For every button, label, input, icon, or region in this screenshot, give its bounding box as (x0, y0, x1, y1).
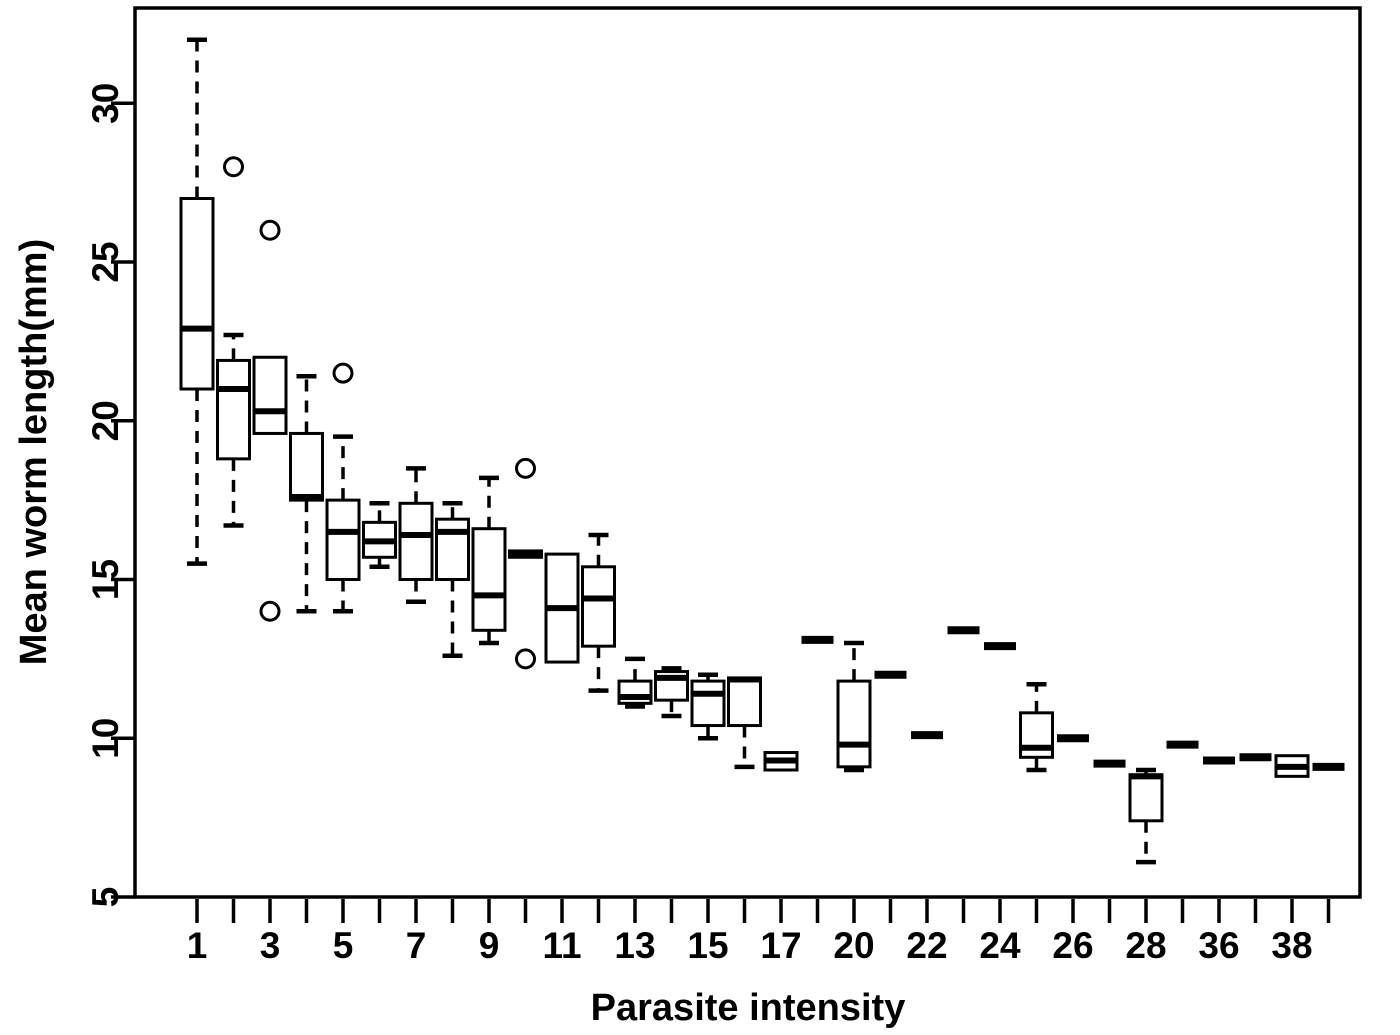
y-axis-tick-label: 30 (85, 83, 126, 124)
box-group-15-box (690, 679, 726, 728)
box-group-3-outlier (259, 600, 281, 622)
box-group-13-box (617, 679, 653, 705)
box-group-19-box (836, 679, 872, 769)
box-group-10-outlier (515, 648, 536, 670)
x-axis-tick-label: 26 (1052, 925, 1093, 966)
box-group-7-box (398, 501, 434, 581)
box-group-9-box (471, 527, 507, 632)
box-group-27-box (1128, 773, 1164, 823)
box-group-3-outlier (259, 219, 281, 241)
box-group-5-outlier (332, 362, 354, 384)
x-axis-tick-label: 17 (760, 925, 801, 966)
x-axis-tick-label: 5 (333, 925, 354, 966)
box-group-2-outlier (223, 156, 244, 178)
x-axis-tick-label: 38 (1271, 925, 1312, 966)
x-axis-tick-label: 20 (833, 925, 874, 966)
box-group-4-box (289, 431, 324, 502)
x-axis-tick-label: 3 (260, 925, 281, 966)
x-axis-title: Parasite intensity (591, 987, 906, 1029)
box-group-10-outlier (515, 457, 536, 479)
y-axis-tick-label: 25 (85, 241, 126, 282)
box-group-16-box (727, 676, 762, 728)
y-axis-tick-label: 10 (85, 718, 126, 759)
plot-frame (133, 6, 1362, 899)
box-group-2-box (216, 358, 251, 461)
y-axis-tick-label: 5 (85, 887, 126, 908)
x-axis-tick-label: 28 (1125, 925, 1166, 966)
y-axis-tick-label: 15 (85, 559, 126, 600)
y-axis-title: Mean worm length(mm) (13, 239, 55, 665)
x-axis-tick-label: 15 (687, 925, 728, 966)
x-axis-tick-label: 11 (542, 925, 581, 966)
box-group-12-box (581, 565, 616, 648)
box-group-3-box (252, 355, 288, 435)
x-axis-tick-label: 22 (906, 925, 947, 966)
x-axis-tick-label: 13 (614, 925, 655, 966)
x-axis-tick-label: 7 (406, 925, 427, 966)
x-axis-tick-label: 36 (1198, 925, 1239, 966)
box-group-8-box (435, 517, 470, 581)
x-axis-tick-label: 24 (979, 925, 1021, 966)
y-axis-tick-label: 20 (85, 400, 126, 441)
x-axis-tick-label: 9 (479, 925, 500, 966)
x-axis-tick-label: 1 (187, 925, 208, 966)
box-group-5-box (325, 498, 361, 581)
box-group-1-box (179, 197, 215, 391)
